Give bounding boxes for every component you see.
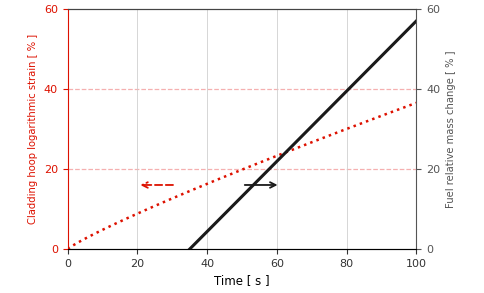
X-axis label: Time [ s ]: Time [ s ] — [214, 274, 270, 287]
Y-axis label: Fuel relative mass change [ % ]: Fuel relative mass change [ % ] — [446, 50, 455, 208]
Y-axis label: Cladding hoop logarithmic strain [ % ]: Cladding hoop logarithmic strain [ % ] — [29, 34, 38, 224]
